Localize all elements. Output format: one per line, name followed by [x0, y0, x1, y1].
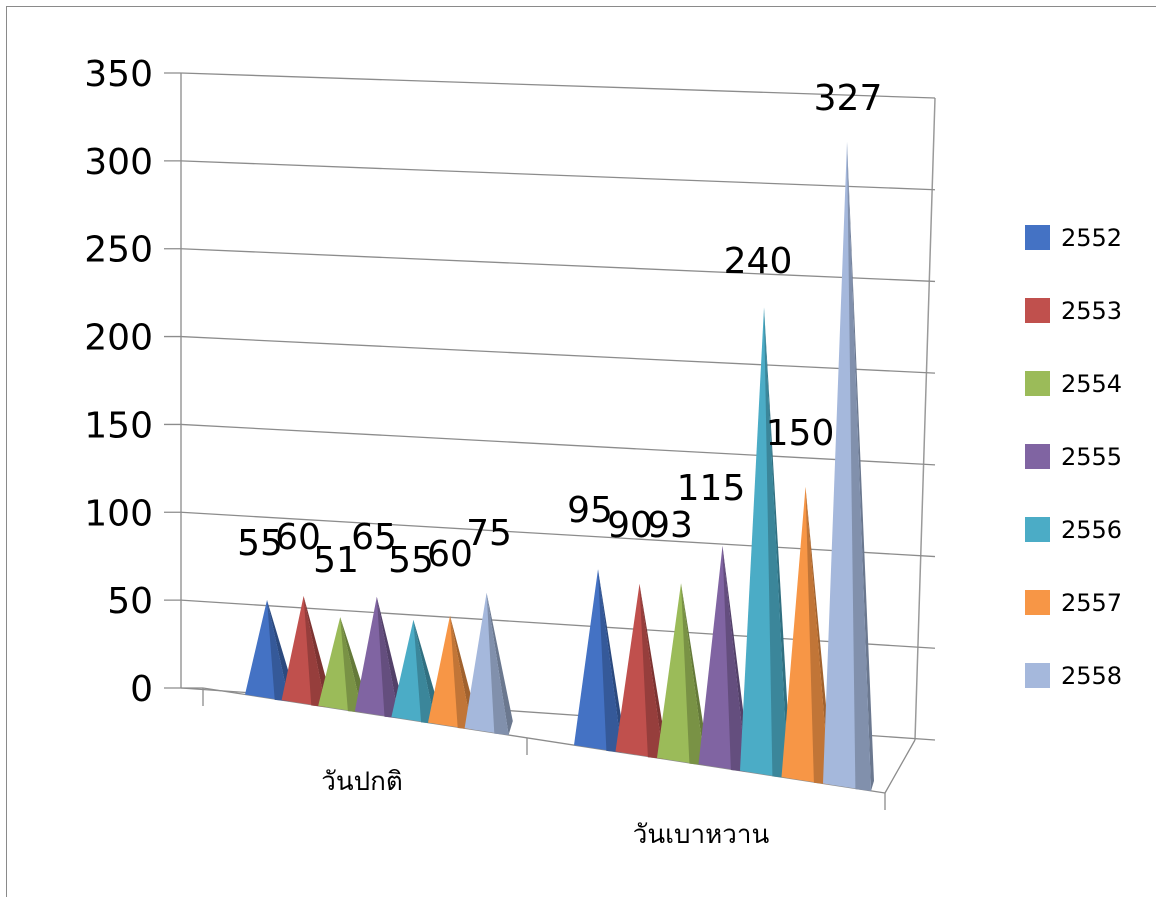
legend-label: 2552 [1061, 224, 1122, 252]
y-tick-label: 100 [84, 493, 153, 534]
pyramid-right-face [764, 307, 788, 779]
legend-swatch [1025, 225, 1050, 250]
pyramid-right-face [450, 615, 472, 730]
data-label: 327 [814, 78, 883, 119]
legend-label: 2558 [1061, 662, 1122, 690]
pyramid-right-face [413, 619, 436, 724]
data-label: 240 [724, 241, 793, 282]
y-tick-label: 150 [84, 405, 153, 446]
y-tick-label: 50 [107, 581, 153, 622]
pyramid-2555-1 [698, 545, 750, 772]
pyramid-2555-0 [354, 596, 403, 719]
data-label: 115 [677, 468, 746, 509]
y-axis-tick-labels: 0 50 100 150 200 250 300 350 [84, 54, 153, 710]
y-tick-label: 300 [84, 142, 153, 183]
legend-swatch [1025, 444, 1050, 469]
pyramid-2552-0 [245, 600, 294, 702]
pyramid-right-face [303, 596, 326, 707]
y-tick-label: 350 [84, 54, 153, 95]
legend-item-2554: 2554 [1025, 370, 1122, 398]
data-label: 75 [466, 513, 512, 554]
legend-item-2558: 2558 [1025, 662, 1122, 690]
data-label: 55 [237, 523, 283, 564]
gridline-300 [180, 160, 936, 191]
pyramid-side-face [847, 141, 874, 791]
gridline-150 [180, 423, 936, 466]
pyramid-right-face [598, 569, 622, 753]
pyramid-right-face [340, 617, 363, 713]
pyramid-right-face [681, 583, 705, 766]
pyramid-side-face [486, 592, 513, 736]
legend-label: 2553 [1061, 297, 1122, 325]
chart-frame [6, 6, 1156, 897]
right-wall-edge [914, 97, 936, 741]
pyramid-right-face [847, 141, 871, 791]
pyramid-2558-1 [823, 141, 874, 791]
pyramid-right-face [722, 545, 747, 772]
pyramid-2558-0 [464, 592, 513, 736]
pyramid-2553-1 [615, 583, 667, 759]
data-label: 51 [313, 540, 359, 581]
pyramid-side-face [681, 583, 708, 766]
pyramid-side-face [722, 545, 750, 772]
legend-swatch [1025, 663, 1050, 688]
legend-swatch [1025, 517, 1050, 542]
data-label: 90 [607, 505, 653, 546]
floor-right-edge [884, 739, 916, 794]
pyramid-right-face [639, 583, 664, 759]
legend-item-2552: 2552 [1025, 224, 1122, 252]
legend-label: 2556 [1061, 516, 1122, 544]
data-label: 95 [567, 490, 613, 531]
legend-label: 2557 [1061, 589, 1122, 617]
pyramid-right-face [267, 600, 289, 702]
data-label: 60 [427, 534, 473, 575]
legend-swatch [1025, 371, 1050, 396]
legend-item-2555: 2555 [1025, 443, 1122, 471]
legend-swatch [1025, 590, 1050, 615]
data-label: 65 [351, 517, 397, 558]
gridline-200 [180, 335, 936, 374]
pyramid-side-face [303, 596, 330, 707]
data-pyramids [245, 141, 874, 791]
pyramid-right-face [376, 596, 399, 719]
category-label: วันเบาหวาน [633, 820, 770, 850]
category-label: วันปกติ [321, 767, 403, 797]
legend-label: 2554 [1061, 370, 1122, 398]
pyramid-right-face [486, 592, 509, 736]
chart-walls [180, 73, 936, 741]
pyramid-2556-0 [391, 619, 440, 724]
pyramid-2556-1 [740, 307, 791, 779]
pyramid-side-face [267, 600, 294, 702]
legend: 2552 2553 2554 2555 2556 2557 2558 [1025, 224, 1122, 690]
legend-item-2553: 2553 [1025, 297, 1122, 325]
y-tick-label: 200 [84, 318, 153, 359]
pyramid-2552-1 [574, 569, 625, 753]
data-label: 55 [388, 540, 434, 581]
pyramid-right-face [805, 486, 830, 785]
legend-label: 2555 [1061, 443, 1122, 471]
pyramid-side-face [764, 307, 791, 779]
gridline-350 [180, 72, 936, 99]
y-tick-label: 250 [84, 230, 153, 271]
category-labels: วันปกติวันเบาหวาน [321, 767, 769, 850]
legend-item-2556: 2556 [1025, 516, 1122, 544]
legend-swatch [1025, 298, 1050, 323]
legend-item-2557: 2557 [1025, 589, 1122, 617]
pyramid-2554-1 [657, 583, 708, 766]
data-label: 150 [766, 413, 835, 454]
pyramid-side-face [413, 619, 440, 724]
data-label: 93 [647, 505, 693, 546]
data-label: 60 [275, 517, 321, 558]
pyramid-2553-0 [281, 596, 330, 707]
pyramid-side-face [598, 569, 625, 753]
pyramid-side-face [639, 583, 667, 759]
gridline-250 [180, 248, 936, 283]
y-tick-label: 0 [130, 669, 153, 710]
pyramid-side-face [376, 596, 403, 719]
